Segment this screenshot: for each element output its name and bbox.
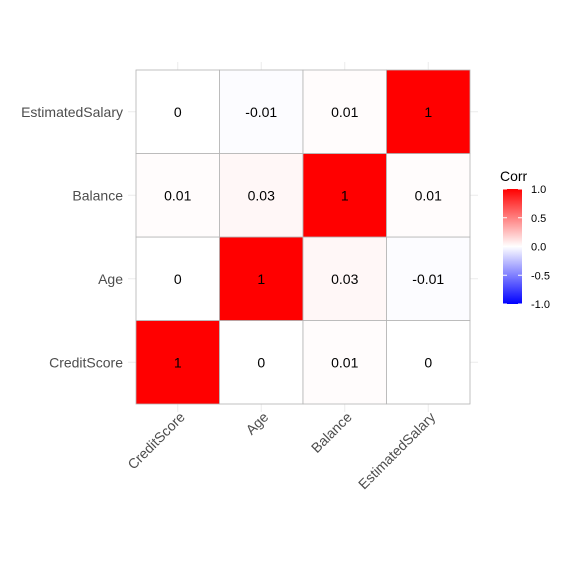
heatmap-cell bbox=[302, 320, 387, 405]
y-axis: CreditScore Age Balance EstimatedSalary bbox=[21, 104, 123, 371]
cell-value-label: 0 bbox=[424, 354, 432, 370]
x-tick-label: Age bbox=[242, 409, 271, 438]
heatmap-cell bbox=[135, 153, 220, 238]
legend-colorbar bbox=[503, 189, 522, 304]
legend-tick-label: 1.0 bbox=[531, 184, 546, 196]
legend: Corr 1.0 0.5 0.0 -0.5 -1.0 bbox=[500, 168, 550, 311]
y-tick-label: Age bbox=[98, 271, 123, 287]
legend-tick-label: -1.0 bbox=[531, 299, 550, 311]
cell-value-label: 0.03 bbox=[248, 187, 275, 203]
x-tick-label: CreditScore bbox=[124, 409, 188, 473]
cell-value-label: 0 bbox=[174, 271, 182, 287]
heatmap-cell bbox=[219, 320, 304, 405]
cell-value-label: 1 bbox=[341, 187, 349, 203]
y-tick-label: CreditScore bbox=[49, 354, 123, 370]
x-tick-label: Balance bbox=[308, 409, 355, 456]
legend-title: Corr bbox=[500, 168, 528, 184]
heatmap-cell bbox=[219, 69, 304, 154]
heatmap-cell bbox=[135, 320, 220, 405]
x-tick-label: EstimatedSalary bbox=[355, 409, 438, 492]
cell-value-label: -0.01 bbox=[412, 271, 444, 287]
y-tick-label: Balance bbox=[72, 187, 123, 203]
cell-value-label: -0.01 bbox=[245, 104, 277, 120]
cell-value-label: 0.01 bbox=[331, 354, 358, 370]
heatmap-cell bbox=[302, 153, 387, 238]
cell-value-label: 1 bbox=[424, 104, 432, 120]
cell-value-label: 0 bbox=[257, 354, 265, 370]
heatmap-cell bbox=[386, 153, 471, 238]
cell-value-label: 0.01 bbox=[164, 187, 191, 203]
heatmap-cell bbox=[302, 69, 387, 154]
cell-value-label: 0 bbox=[174, 104, 182, 120]
heatmap-cell bbox=[386, 69, 471, 154]
heatmap-cell bbox=[219, 236, 304, 321]
legend-tick-label: 0.5 bbox=[531, 213, 546, 225]
legend-tick-label: -0.5 bbox=[531, 270, 550, 282]
y-tick-label: EstimatedSalary bbox=[21, 104, 123, 120]
legend-tick-label: 0.0 bbox=[531, 242, 546, 254]
cell-value-label: 1 bbox=[174, 354, 182, 370]
cell-value-label: 0.01 bbox=[331, 104, 358, 120]
cell-value-labels: 1 0 0.01 0 0 1 0.03 -0.01 0.01 0.03 1 0.01 0 -0.01 0.0… bbox=[164, 104, 444, 371]
heatmap-cell bbox=[386, 320, 471, 405]
heatmap-cell bbox=[386, 236, 471, 321]
heatmap-cell bbox=[135, 69, 220, 154]
x-axis: CreditScore Age Balance EstimatedSalary bbox=[124, 409, 438, 493]
cell-value-label: 1 bbox=[257, 271, 265, 287]
cell-value-label: 0.03 bbox=[331, 271, 358, 287]
cell-value-label: 0.01 bbox=[415, 187, 442, 203]
heatmap-cells bbox=[135, 69, 471, 405]
